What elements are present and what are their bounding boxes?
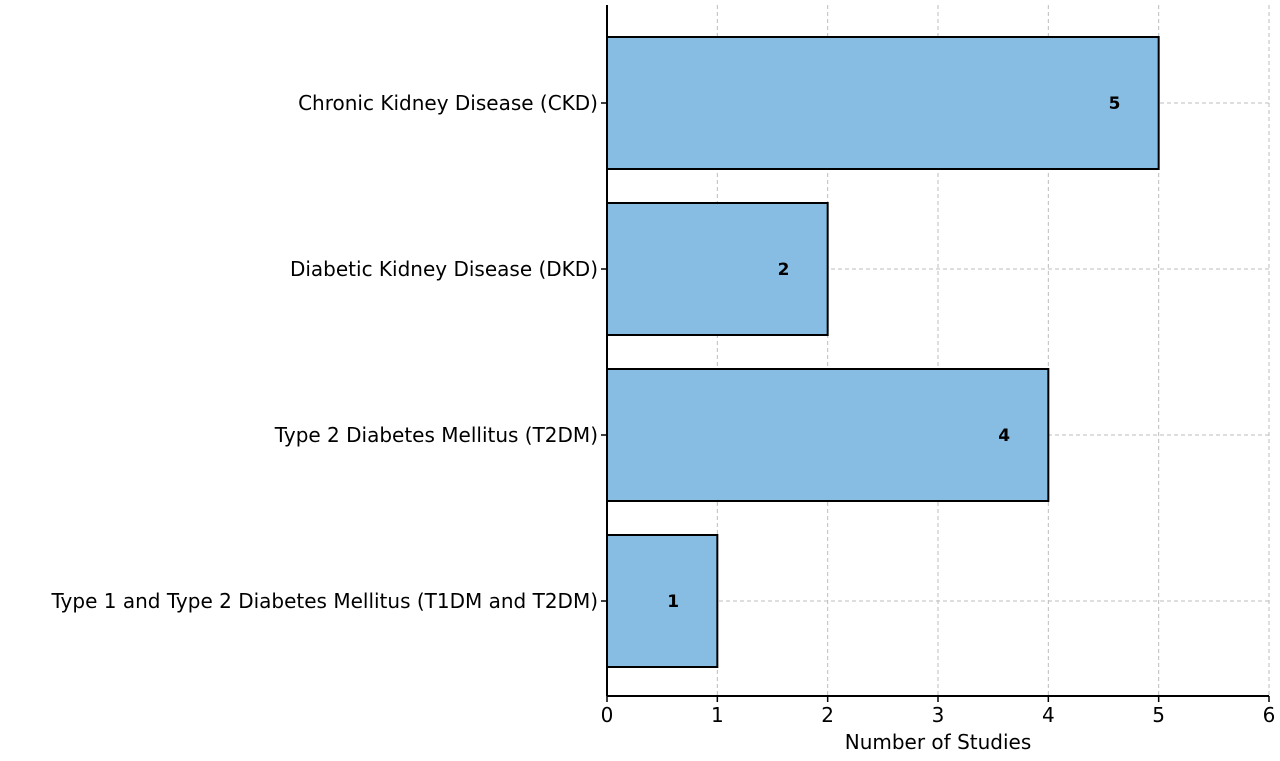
x-tick-label: 5	[1152, 703, 1165, 727]
bar-value-label: 2	[778, 260, 790, 280]
bars	[606, 36, 1160, 668]
category-label: Chronic Kidney Disease (CKD)	[298, 91, 598, 115]
x-tick-label: 0	[601, 703, 614, 727]
bar	[606, 534, 719, 668]
x-tick-label: 1	[711, 703, 724, 727]
bar-value-label: 5	[1109, 94, 1121, 114]
x-tick-label: 4	[1042, 703, 1055, 727]
bar-value-label: 1	[667, 592, 679, 612]
bar	[606, 368, 1050, 502]
bar	[606, 202, 829, 336]
x-ticks: 0 1 2 3 4 5 6	[601, 102, 1276, 727]
bar	[606, 36, 1160, 170]
x-tick-label: 6	[1263, 703, 1276, 727]
x-axis-title: Number of Studies	[845, 730, 1032, 754]
category-label: Type 1 and Type 2 Diabetes Mellitus (T1D…	[50, 589, 598, 613]
category-label: Diabetic Kidney Disease (DKD)	[290, 257, 598, 281]
value-labels: 5 2 4 1	[667, 94, 1120, 612]
x-tick-label: 3	[932, 703, 945, 727]
category-labels: Chronic Kidney Disease (CKD) Diabetic Kid…	[50, 91, 598, 613]
bar-value-label: 4	[998, 426, 1010, 446]
category-label: Type 2 Diabetes Mellitus (T2DM)	[274, 423, 598, 447]
x-tick-label: 2	[821, 703, 834, 727]
